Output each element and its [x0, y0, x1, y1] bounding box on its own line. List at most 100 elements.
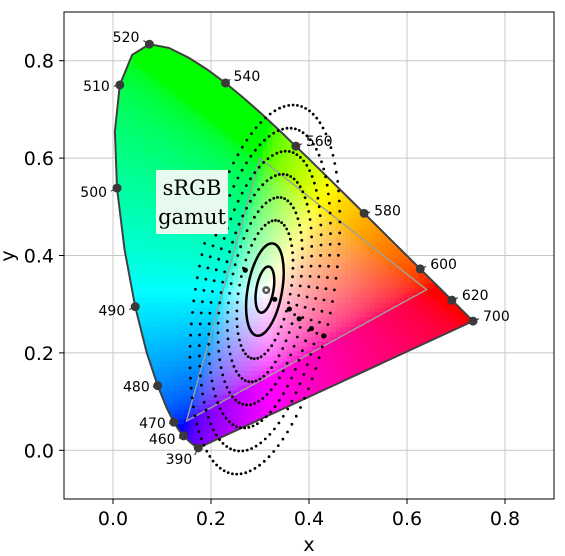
wavelength-label: 540: [234, 69, 261, 85]
ellipse-dot: [286, 407, 290, 411]
ellipse-dot: [247, 426, 251, 429]
ellipse-dot: [232, 365, 236, 368]
ellipse-dot: [277, 354, 281, 357]
ellipse-dot: [218, 407, 222, 410]
ellipse-dot: [205, 449, 209, 453]
ellipse-dot: [310, 175, 314, 178]
ellipse-dot: [216, 340, 220, 344]
ellipse-dot: [249, 356, 253, 360]
ellipse-dot: [207, 322, 211, 326]
ellipse-dot: [290, 244, 294, 248]
ellipse-dot: [265, 179, 269, 183]
ellipse-dot: [191, 311, 194, 314]
wavelength-label: 520: [113, 30, 140, 46]
ellipse-dot: [244, 352, 247, 356]
ellipse-dot: [322, 298, 326, 302]
ellipse-dot: [276, 444, 280, 447]
ellipse-dot: [192, 405, 195, 409]
ellipse-dot: [324, 287, 328, 291]
ellipse-dot: [328, 242, 332, 246]
ellipse-dot: [188, 355, 192, 359]
ellipse-dot: [216, 321, 220, 325]
ellipse-dot: [264, 116, 267, 120]
ellipse-dot: [290, 399, 294, 403]
ellipse-dot: [291, 251, 294, 255]
ellipse-dot: [238, 283, 242, 287]
ellipse-dot: [221, 280, 225, 284]
ellipse-dot: [303, 196, 307, 200]
ellipse-dot: [274, 382, 277, 386]
ellipse-dot: [261, 183, 265, 187]
ellipse-dot: [286, 430, 289, 434]
ellipse-dot: [221, 442, 225, 445]
ellipse-dot: [224, 416, 228, 420]
ellipse-dot: [277, 421, 281, 425]
ellipse-dot: [286, 384, 289, 388]
ellipse-dot: [295, 303, 299, 307]
gamut-label-box: [156, 170, 228, 234]
data-point: [272, 296, 278, 302]
ellipse-dot: [291, 103, 295, 107]
ellipse-dot: [244, 258, 248, 262]
ellipse-dot: [299, 231, 303, 234]
ellipse-dot: [309, 353, 313, 356]
ellipse-dot: [245, 138, 249, 142]
ellipse-dot: [253, 237, 257, 241]
ellipse-dot: [263, 223, 267, 227]
ellipse-dot: [285, 126, 289, 130]
ellipse-dot: [206, 416, 210, 419]
x-tick-label: 0.6: [392, 508, 422, 530]
ellipse-dot: [245, 206, 248, 210]
ellipse-dot: [281, 127, 284, 131]
ellipse-dot: [309, 264, 313, 268]
ellipse-dot: [282, 223, 286, 227]
wavelength-marker: [169, 417, 179, 427]
ellipse-dot: [229, 447, 232, 451]
ellipse-dot: [287, 232, 291, 236]
ellipse-dot: [203, 242, 207, 245]
ellipse-dot: [291, 266, 295, 270]
ellipse-dot: [308, 138, 312, 142]
wavelength-marker: [468, 316, 478, 326]
ellipse-dot: [235, 472, 239, 476]
x-tick-label: 0.0: [98, 508, 128, 530]
ellipse-dot: [217, 257, 221, 261]
wavelength-marker: [415, 264, 425, 274]
ellipse-dot: [190, 396, 194, 400]
ellipse-dot: [305, 363, 309, 367]
wavelength-marker: [291, 141, 301, 151]
wavelength-marker: [130, 302, 140, 312]
ellipse-dot: [236, 332, 240, 335]
ellipse-dot: [241, 402, 245, 406]
ellipse-dot: [314, 367, 318, 370]
ellipse-dot: [328, 201, 331, 205]
ellipse-dot: [209, 301, 213, 304]
ellipse-dot: [253, 467, 257, 470]
ellipse-dot: [324, 132, 328, 136]
ellipse-dot: [308, 275, 312, 278]
ellipse-dot: [214, 233, 218, 237]
ellipse-dot: [262, 459, 266, 463]
ellipse-ring: [254, 265, 276, 314]
ellipse-dot: [302, 159, 306, 163]
ellipse-dot: [256, 210, 260, 214]
ellipse-dot: [268, 198, 272, 202]
ellipse-dot: [309, 226, 313, 230]
wavelength-label: 600: [430, 257, 457, 273]
ellipse-dot: [302, 373, 306, 376]
ellipse-dot: [291, 258, 295, 262]
ellipse-dot: [294, 127, 297, 131]
ellipse-dot: [312, 307, 315, 311]
ellipse-dot: [258, 377, 262, 381]
ellipse-dot: [229, 217, 233, 221]
ellipse-dot: [285, 361, 289, 365]
ellipse-dot: [214, 394, 217, 398]
ellipse-dot: [329, 221, 332, 225]
y-tick-label: 0.0: [24, 440, 54, 462]
ellipse-dot: [231, 423, 235, 426]
ellipse-dot: [317, 205, 321, 209]
ellipse-dot: [283, 149, 287, 153]
ellipse-dot: [254, 379, 258, 383]
ellipse-dot: [327, 192, 330, 196]
ellipse-dot: [287, 331, 291, 334]
